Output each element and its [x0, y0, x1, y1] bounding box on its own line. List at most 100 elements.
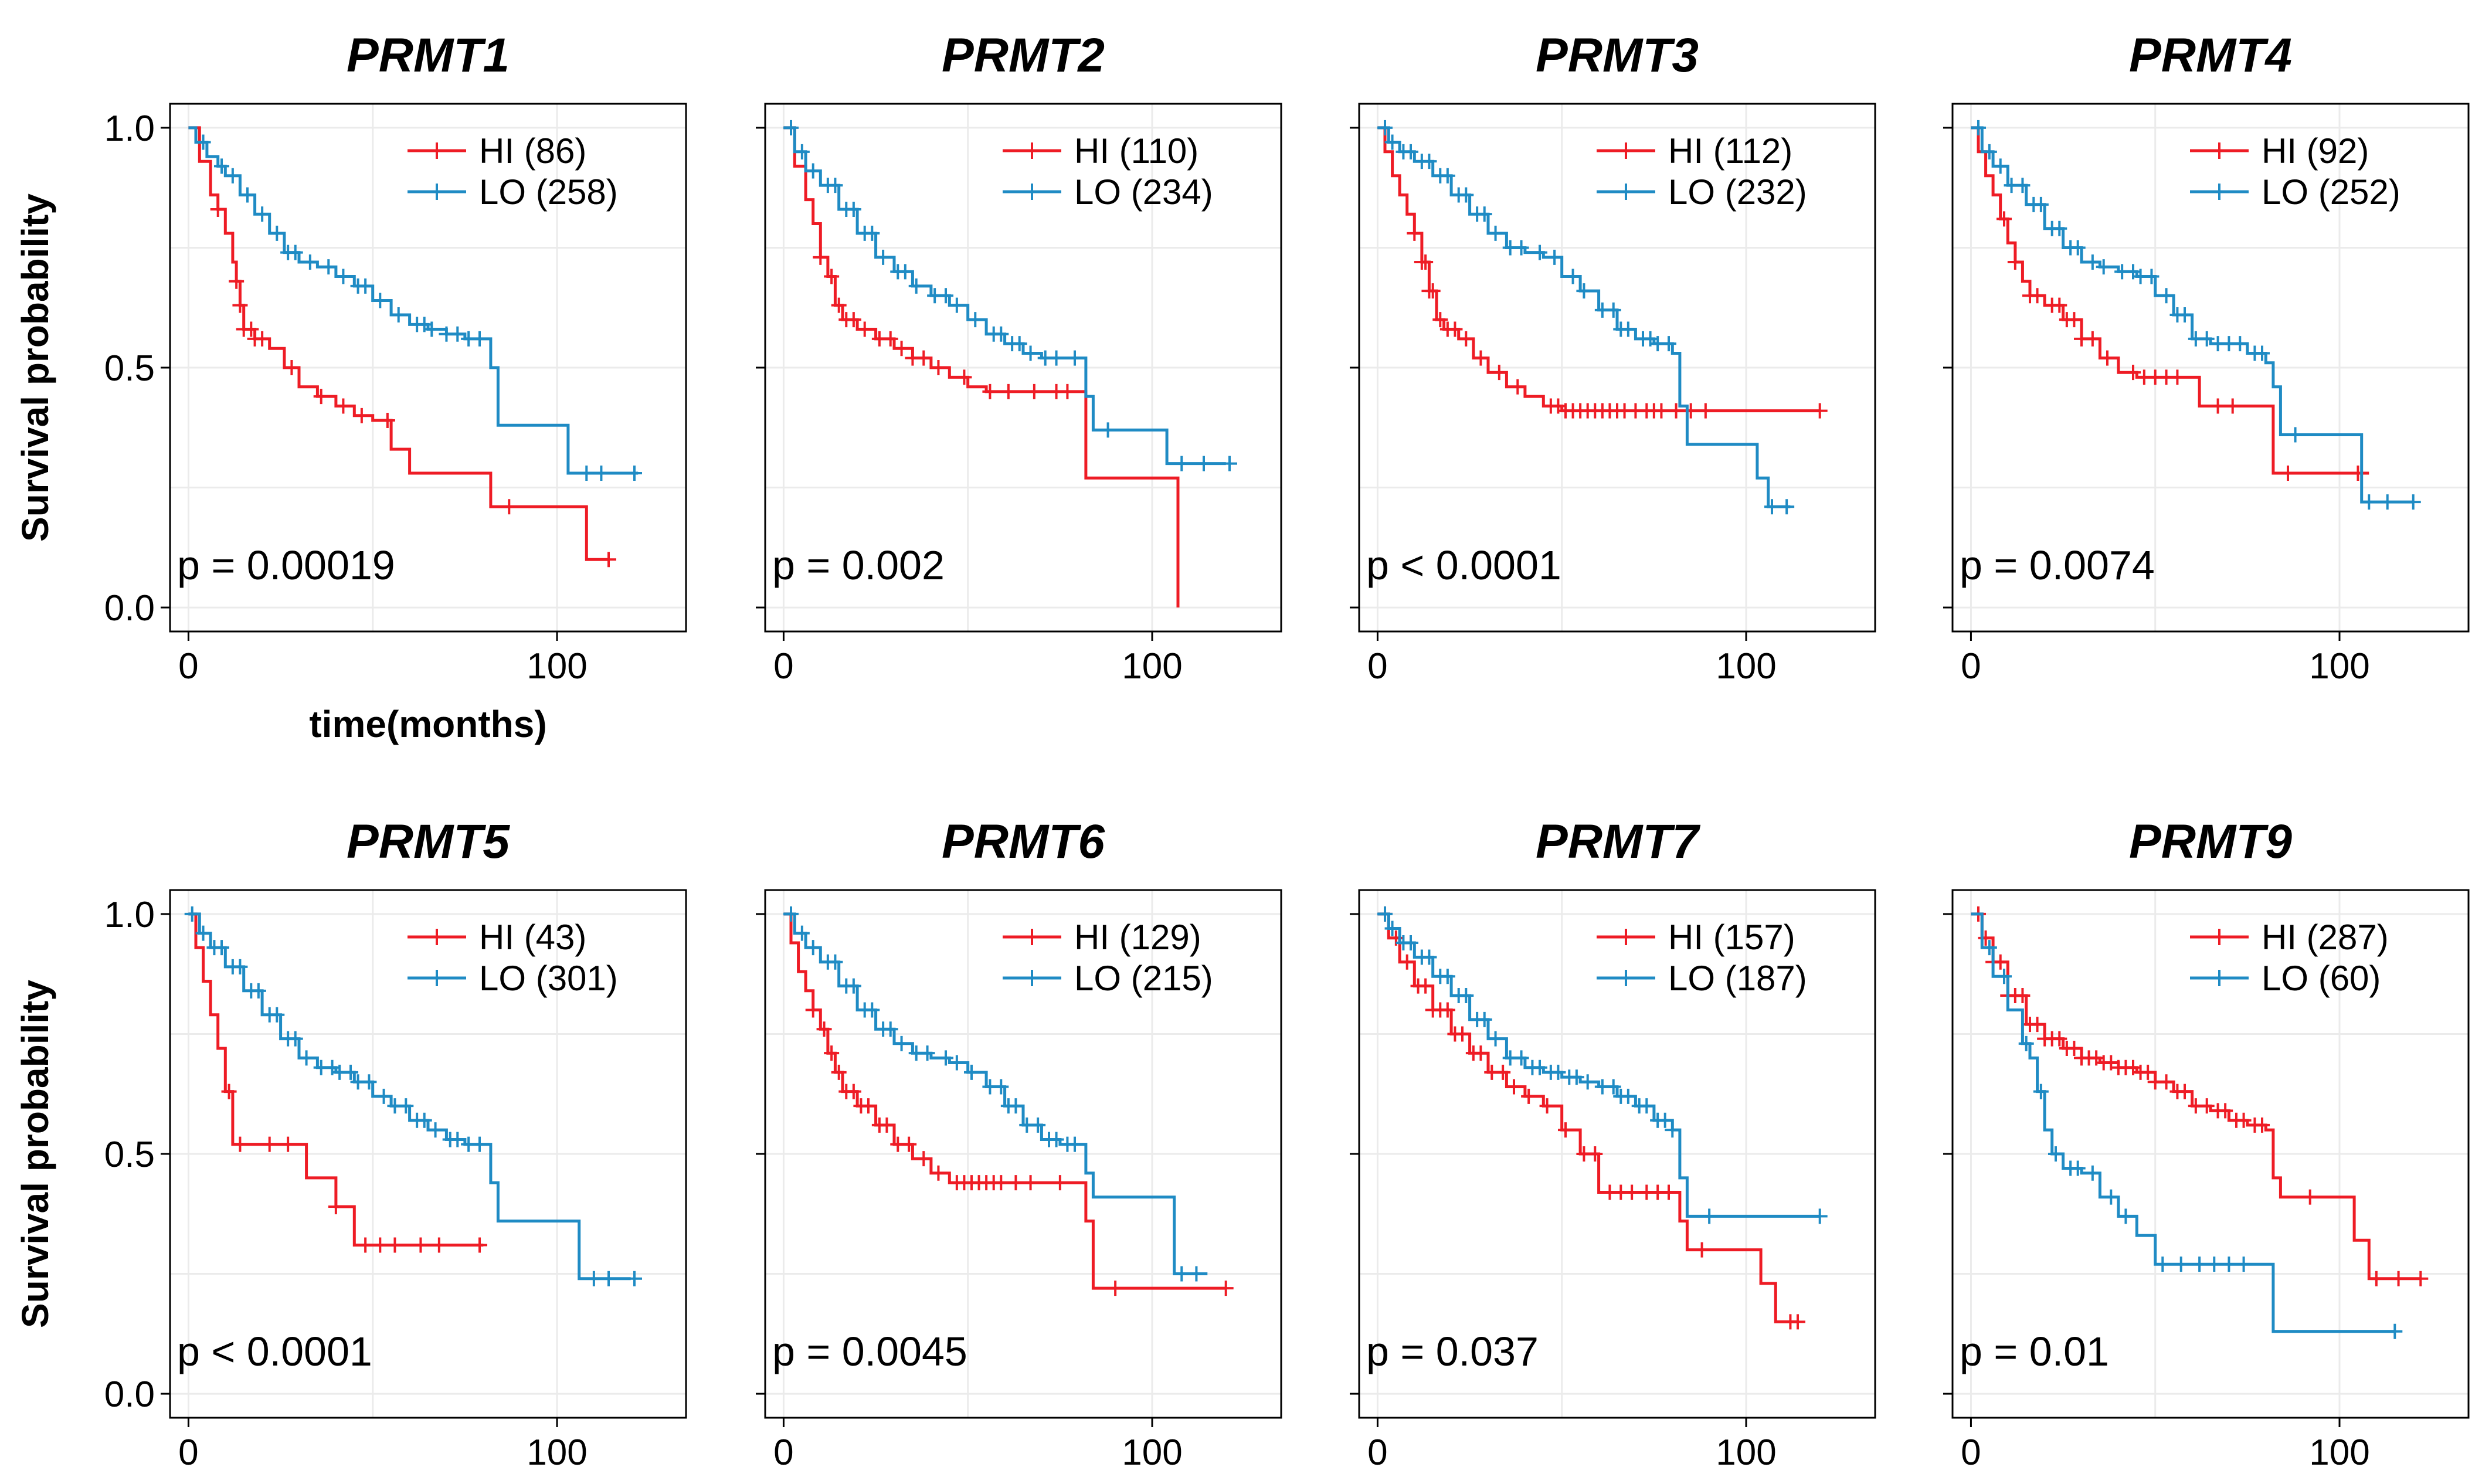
- censor-mark-lo: [993, 1079, 1009, 1095]
- censor-mark-lo: [1547, 249, 1563, 265]
- censor-mark-lo: [398, 1098, 414, 1114]
- censor-mark-lo: [2221, 1257, 2237, 1272]
- legend-label-hi: HI (92): [2262, 131, 2369, 171]
- censor-mark-hi: [846, 312, 861, 328]
- censor-mark-lo: [805, 940, 821, 956]
- censor-mark-lo: [240, 187, 255, 203]
- censor-mark-lo: [627, 466, 642, 481]
- panel-prmt5: PRMT5 0.0 0.5 1.0 0 100 Survival probability HI…: [14, 815, 687, 1473]
- censor-mark-hi: [1023, 1175, 1038, 1191]
- censor-mark-lo: [2379, 494, 2395, 510]
- censor-mark-lo: [1702, 1208, 1717, 1224]
- censor-mark-hi: [1407, 225, 1422, 241]
- censor-mark-lo: [225, 168, 240, 184]
- censor-mark-lo: [472, 1136, 487, 1152]
- censor-mark-lo: [1488, 225, 1503, 241]
- censor-mark-lo: [1048, 350, 1064, 366]
- plot-area: [1377, 120, 1828, 515]
- plot-area: [783, 120, 1237, 608]
- censor-mark-hi: [280, 1136, 296, 1152]
- censor-mark-lo: [579, 466, 595, 481]
- censor-mark-hi: [982, 383, 998, 399]
- x-tick-label: 100: [527, 1432, 587, 1473]
- panel-title: PRMT9: [2129, 815, 2292, 868]
- censor-mark-hi: [2210, 398, 2226, 414]
- censor-mark-lo: [250, 983, 266, 999]
- legend-label-hi: HI (287): [2262, 918, 2389, 957]
- censor-mark-lo: [1550, 1064, 1566, 1080]
- censor-mark-lo: [1476, 206, 1492, 222]
- censor-mark-lo: [2033, 1084, 2049, 1099]
- censor-mark-hi: [1668, 403, 1684, 419]
- censor-mark-hi: [1418, 978, 1434, 994]
- censor-mark-lo: [882, 1021, 898, 1037]
- censor-mark-hi: [882, 331, 898, 347]
- censor-mark-lo: [2070, 1160, 2086, 1176]
- censor-mark-hi: [2066, 1041, 2082, 1056]
- censor-mark-hi: [1697, 403, 1713, 419]
- censor-mark-hi: [1399, 954, 1415, 970]
- censor-mark-lo: [1605, 302, 1621, 318]
- legend-label-lo: LO (215): [1074, 959, 1213, 998]
- censor-mark-lo: [214, 940, 229, 956]
- panel-prmt2: PRMT2 0 100 HI (110)LO (234) p = 0.002: [756, 29, 1282, 687]
- censor-mark-lo: [1384, 134, 1400, 150]
- legend-label-lo: LO (301): [479, 959, 618, 998]
- censor-mark-hi: [2066, 312, 2082, 328]
- censor-mark-hi: [313, 389, 329, 405]
- x-tick-label: 0: [1961, 1432, 1981, 1473]
- censor-mark-hi: [601, 552, 616, 568]
- y-axis-title: Survival probability: [14, 980, 56, 1328]
- censor-mark-lo: [1580, 1074, 1595, 1090]
- censor-mark-hi: [2126, 365, 2141, 381]
- x-tick-label: 100: [1122, 1432, 1182, 1473]
- panel-frame: [1358, 103, 1876, 633]
- censor-mark-hi: [1418, 254, 1434, 270]
- panel-title: PRMT1: [347, 29, 510, 82]
- panel-prmt1: PRMT1 0.0 0.5 1.0 0 100 time(months) Survival p…: [14, 29, 687, 745]
- censor-mark-lo: [846, 202, 861, 217]
- p-value: p = 0.00019: [177, 542, 395, 588]
- panel-title: PRMT4: [2129, 29, 2292, 82]
- censor-mark-lo: [1403, 144, 1418, 159]
- censor-mark-lo: [2084, 254, 2100, 270]
- censor-mark-lo: [1665, 1122, 1680, 1138]
- censor-mark-hi: [901, 1136, 917, 1152]
- censor-mark-hi: [816, 1021, 832, 1037]
- censor-mark-lo: [1384, 921, 1400, 936]
- censor-mark-lo: [2236, 1257, 2252, 1272]
- censor-mark-hi: [2169, 369, 2185, 385]
- censor-mark-hi: [846, 1084, 861, 1099]
- p-value: p = 0.037: [1366, 1329, 1539, 1374]
- censor-mark-lo: [214, 158, 229, 174]
- censor-mark-lo: [195, 925, 211, 941]
- censor-mark-lo: [1222, 456, 1237, 471]
- p-value: p < 0.0001: [1366, 542, 1561, 588]
- censor-mark-hi: [1052, 1175, 1068, 1191]
- censor-mark-lo: [1639, 1098, 1655, 1114]
- censor-mark-lo: [1488, 1031, 1503, 1047]
- censor-mark-hi: [2254, 1117, 2270, 1133]
- censor-mark-lo: [2070, 240, 2086, 256]
- censor-mark-hi: [358, 1237, 374, 1253]
- censor-mark-lo: [1023, 345, 1038, 361]
- censor-mark-lo: [2199, 331, 2215, 347]
- censor-mark-lo: [601, 1271, 616, 1286]
- censor-mark-hi: [1425, 283, 1441, 299]
- censor-mark-lo: [450, 326, 466, 342]
- censor-mark-lo: [321, 259, 337, 275]
- p-value: p < 0.0001: [177, 1329, 372, 1374]
- y-tick-label: 0.5: [104, 348, 155, 389]
- censor-mark-lo: [1189, 1266, 1204, 1282]
- censor-mark-hi: [1439, 1002, 1455, 1018]
- censor-mark-lo: [894, 1035, 909, 1051]
- censor-mark-hi: [956, 369, 972, 385]
- censor-mark-hi: [2350, 466, 2366, 481]
- x-tick-label: 0: [1367, 1432, 1387, 1473]
- censor-mark-hi: [1978, 930, 1994, 946]
- censor-mark-lo: [1981, 940, 1997, 956]
- legend-label-lo: LO (60): [2262, 959, 2381, 998]
- legend-label-lo: LO (187): [1668, 959, 1807, 998]
- censor-mark-lo: [287, 244, 303, 260]
- panel-title: PRMT7: [1536, 815, 1700, 868]
